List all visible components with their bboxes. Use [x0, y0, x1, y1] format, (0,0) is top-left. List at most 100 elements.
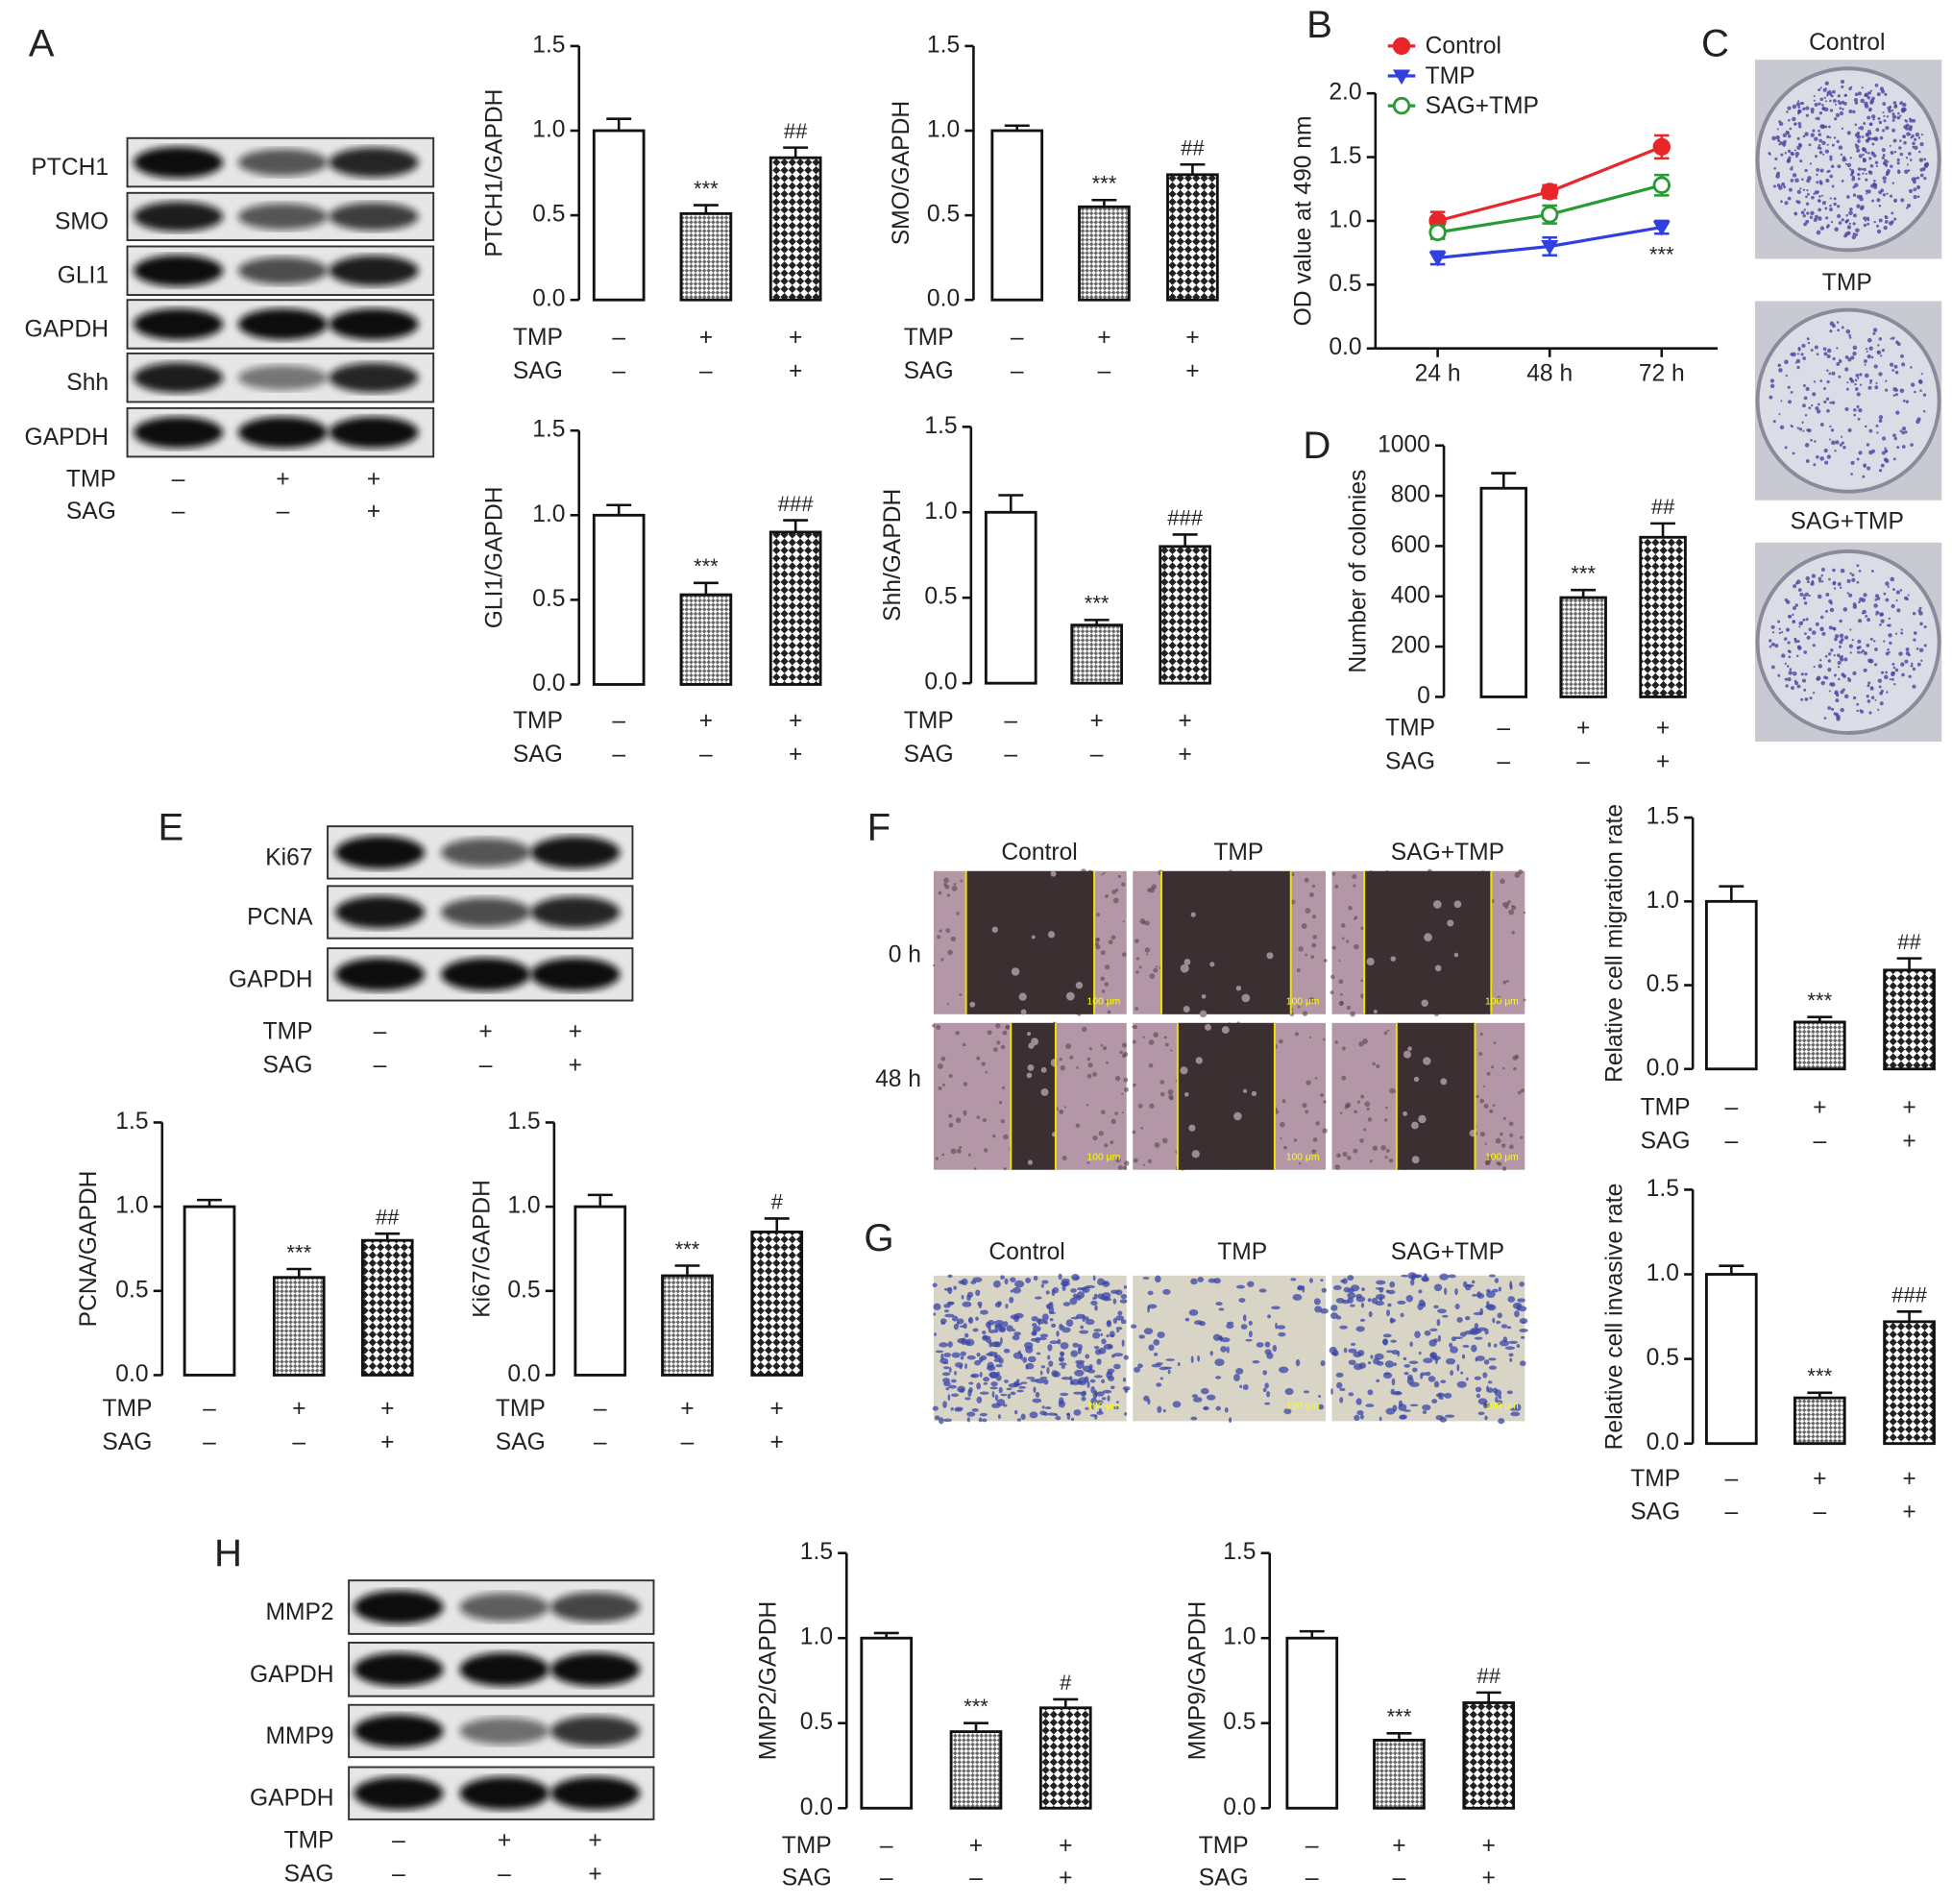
condition-mark: + — [588, 1862, 601, 1888]
colony-dot — [1924, 161, 1930, 166]
y-tick-label: 0.5 — [1647, 971, 1679, 997]
cell-texture — [1305, 1110, 1309, 1114]
colony-dot — [1838, 375, 1842, 378]
condition-mark: + — [569, 1019, 582, 1045]
colony-dot — [1813, 440, 1817, 443]
cell-texture — [1100, 950, 1106, 956]
colony-dot — [1881, 156, 1885, 159]
significance: *** — [1387, 1705, 1412, 1729]
cell-texture — [953, 883, 957, 886]
invaded-cell — [1474, 1336, 1483, 1340]
colony-dot — [1818, 207, 1821, 212]
colony-dot — [1919, 622, 1923, 626]
invaded-cell — [1039, 1333, 1049, 1338]
cell-texture — [1476, 1094, 1479, 1099]
cell-texture — [1364, 1101, 1371, 1108]
colony-dot — [1793, 637, 1796, 640]
invaded-cell — [1501, 1324, 1508, 1329]
invaded-cell — [1477, 1411, 1485, 1416]
colony-dot — [1868, 109, 1871, 112]
cell-texture — [1144, 947, 1151, 953]
invaded-cell — [1073, 1391, 1083, 1395]
colony-dot — [1848, 593, 1853, 598]
invaded-cell — [1356, 1409, 1364, 1416]
blot-label: Ki67 — [265, 844, 312, 870]
cell-texture — [1312, 935, 1317, 940]
colony-dot — [1826, 94, 1829, 97]
cell-texture — [1340, 992, 1344, 996]
colony-dot — [1856, 709, 1859, 713]
colony-dot — [1866, 466, 1871, 471]
invaded-cell — [1087, 1369, 1096, 1374]
colony-dot — [1868, 428, 1873, 433]
y-tick-label: 0.5 — [507, 1277, 540, 1303]
bar — [1159, 545, 1211, 685]
cell-texture — [1065, 1043, 1072, 1050]
y-tick-label: 0.0 — [507, 1361, 540, 1387]
colony-dot — [1816, 168, 1820, 172]
invaded-cell — [1204, 1406, 1208, 1410]
cell-texture — [1154, 1142, 1160, 1148]
legend-label: SAG+TMP — [1426, 93, 1539, 119]
colony-dot — [1836, 347, 1839, 350]
bar — [360, 1238, 414, 1377]
colony-dot — [1800, 697, 1804, 701]
colony-dot — [1853, 183, 1859, 188]
invaded-cell — [964, 1397, 971, 1401]
colony-dot — [1908, 674, 1912, 678]
colony-dot — [1848, 167, 1852, 171]
cell-texture — [1209, 962, 1215, 967]
colony-dot — [1794, 603, 1798, 607]
cell-texture — [1340, 923, 1346, 928]
invaded-cell — [1508, 1353, 1514, 1357]
cell-texture — [1358, 1040, 1364, 1047]
colony-dot — [1805, 575, 1810, 581]
condition-mark: + — [789, 358, 802, 384]
invaded-cell — [1498, 1418, 1505, 1425]
colony-dot — [1787, 196, 1792, 201]
colony-dot — [1848, 336, 1852, 339]
condition-mark: + — [1656, 716, 1670, 742]
invaded-cell — [948, 1384, 957, 1389]
condition-mark: – — [612, 708, 625, 734]
cell-texture — [1359, 1138, 1364, 1143]
bar — [1793, 1396, 1846, 1446]
invaded-cell — [1456, 1363, 1460, 1372]
invaded-cell — [1519, 1329, 1528, 1332]
condition-label: TMP — [513, 708, 563, 734]
colony-dot — [1817, 403, 1820, 406]
cell-texture — [1151, 884, 1158, 890]
cell-texture — [1322, 1128, 1328, 1134]
invaded-cell — [1084, 1376, 1089, 1383]
cell-texture — [1059, 1058, 1062, 1062]
y-tick-label: 0.0 — [532, 671, 565, 696]
colony-dot — [1850, 168, 1855, 173]
colony-dot — [1804, 443, 1810, 448]
colony-dot — [1842, 607, 1848, 612]
invaded-cell — [950, 1379, 957, 1383]
colony-dot — [1779, 425, 1785, 430]
colony-dot — [1904, 169, 1909, 174]
invaded-cell — [1385, 1289, 1390, 1293]
condition-label: SAG — [513, 358, 563, 384]
colony-dot — [1848, 222, 1852, 226]
cell-texture — [1180, 1066, 1188, 1075]
y-tick-label: 1.5 — [927, 32, 960, 58]
colony-dot — [1857, 172, 1861, 177]
invaded-cell — [1433, 1305, 1439, 1309]
invaded-cell — [1192, 1397, 1203, 1403]
invaded-cell — [939, 1318, 947, 1324]
colony-dot — [1819, 168, 1824, 173]
colony-dot — [1788, 671, 1793, 675]
cell-texture — [1338, 960, 1341, 963]
invaded-cell — [1514, 1310, 1520, 1318]
invaded-cell — [1445, 1357, 1456, 1365]
cell-texture — [955, 1031, 960, 1036]
condition-label: SAG — [513, 742, 563, 768]
colony-dot — [1823, 448, 1828, 453]
y-axis-label: Ki67/GAPDH — [470, 1180, 496, 1318]
colony-dot — [1878, 372, 1883, 377]
invaded-cell — [1045, 1290, 1050, 1295]
invaded-cell — [1414, 1330, 1421, 1339]
cell-texture — [1095, 938, 1100, 942]
